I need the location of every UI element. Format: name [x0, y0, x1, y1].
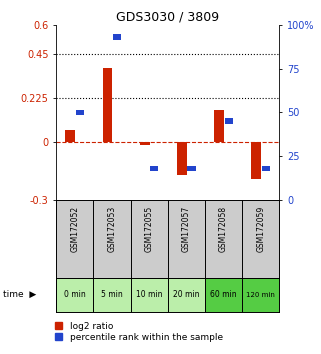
Bar: [168, 278, 205, 312]
Text: 120 min: 120 min: [246, 292, 275, 298]
Bar: [140, 142, 150, 145]
Text: GSM172058: GSM172058: [219, 206, 228, 252]
Text: 0 min: 0 min: [64, 290, 86, 299]
Bar: [251, 142, 261, 179]
Text: GSM172055: GSM172055: [145, 206, 154, 252]
Bar: [187, 166, 195, 171]
Text: GSM172053: GSM172053: [108, 206, 117, 252]
Bar: [225, 119, 233, 124]
Title: GDS3030 / 3809: GDS3030 / 3809: [116, 11, 219, 24]
Bar: [262, 166, 270, 171]
Text: GSM172059: GSM172059: [256, 206, 265, 252]
Legend: log2 ratio, percentile rank within the sample: log2 ratio, percentile rank within the s…: [54, 321, 224, 342]
Bar: [76, 110, 84, 115]
Bar: [214, 110, 224, 142]
Bar: [103, 68, 112, 142]
Text: 20 min: 20 min: [173, 290, 200, 299]
Text: GSM172057: GSM172057: [182, 206, 191, 252]
Bar: [56, 278, 93, 312]
Text: time  ▶: time ▶: [3, 290, 37, 299]
Bar: [205, 278, 242, 312]
Bar: [242, 278, 279, 312]
Text: GSM172052: GSM172052: [70, 206, 79, 252]
Bar: [65, 130, 75, 142]
Text: 60 min: 60 min: [210, 290, 237, 299]
Bar: [113, 34, 121, 40]
Bar: [150, 166, 159, 171]
Text: 5 min: 5 min: [101, 290, 123, 299]
Bar: [93, 278, 131, 312]
Bar: [177, 142, 187, 175]
Bar: [131, 278, 168, 312]
Text: 10 min: 10 min: [136, 290, 162, 299]
